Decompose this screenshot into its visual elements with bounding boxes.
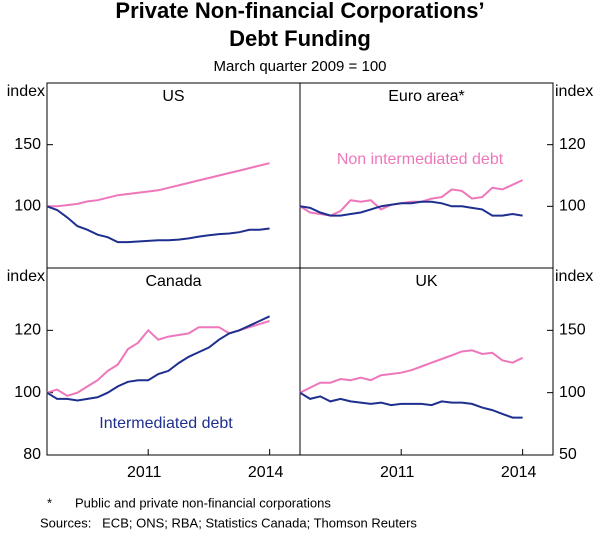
chart-subtitle: March quarter 2009 = 100 — [213, 58, 386, 75]
x-tick-label: 2014 — [248, 464, 284, 481]
sources: Sources: ECB; ONS; RBA; Statistics Canad… — [40, 515, 417, 530]
y-tick-label: 120 — [559, 136, 586, 153]
y-tick-label: 100 — [14, 198, 41, 215]
y-tick-label: 100 — [559, 198, 586, 215]
series-label: Non intermediated debt — [337, 151, 504, 168]
y-axis-label: index — [7, 268, 45, 285]
y-tick-label: 150 — [559, 322, 586, 339]
x-tick-label: 2011 — [127, 464, 162, 481]
series-line — [299, 200, 523, 217]
chart-title: Debt Funding — [229, 26, 371, 51]
series-line — [46, 315, 271, 402]
y-tick-label: 100 — [14, 384, 41, 401]
x-tick-label: 2014 — [501, 464, 537, 481]
series-line — [47, 162, 270, 208]
series-line — [299, 391, 523, 419]
y-tick-label: 50 — [559, 446, 577, 463]
panel-title: US — [162, 88, 184, 105]
footnote: Public and private non-financial corpora… — [75, 495, 331, 510]
footnote-marker: * — [47, 495, 52, 510]
series-label: Intermediated debt — [99, 415, 233, 432]
chart-title: Private Non-financial Corporations’ — [115, 0, 484, 23]
series-line — [299, 179, 524, 217]
series-line — [299, 349, 524, 394]
y-axis-label: index — [555, 83, 593, 100]
series-line — [46, 205, 270, 244]
x-tick-label: 2011 — [380, 464, 415, 481]
y-tick-label: 100 — [559, 384, 586, 401]
panel-frame — [299, 267, 554, 456]
y-tick-label: 120 — [14, 322, 41, 339]
panel-title: UK — [415, 273, 438, 290]
y-axis-label: index — [7, 83, 45, 100]
panel-title: Euro area* — [388, 88, 465, 105]
y-tick-label: 80 — [23, 446, 41, 463]
y-tick-label: 150 — [14, 136, 41, 153]
panel-frame — [299, 82, 554, 269]
y-axis-label: index — [555, 268, 593, 285]
panel-title: Canada — [145, 273, 201, 290]
